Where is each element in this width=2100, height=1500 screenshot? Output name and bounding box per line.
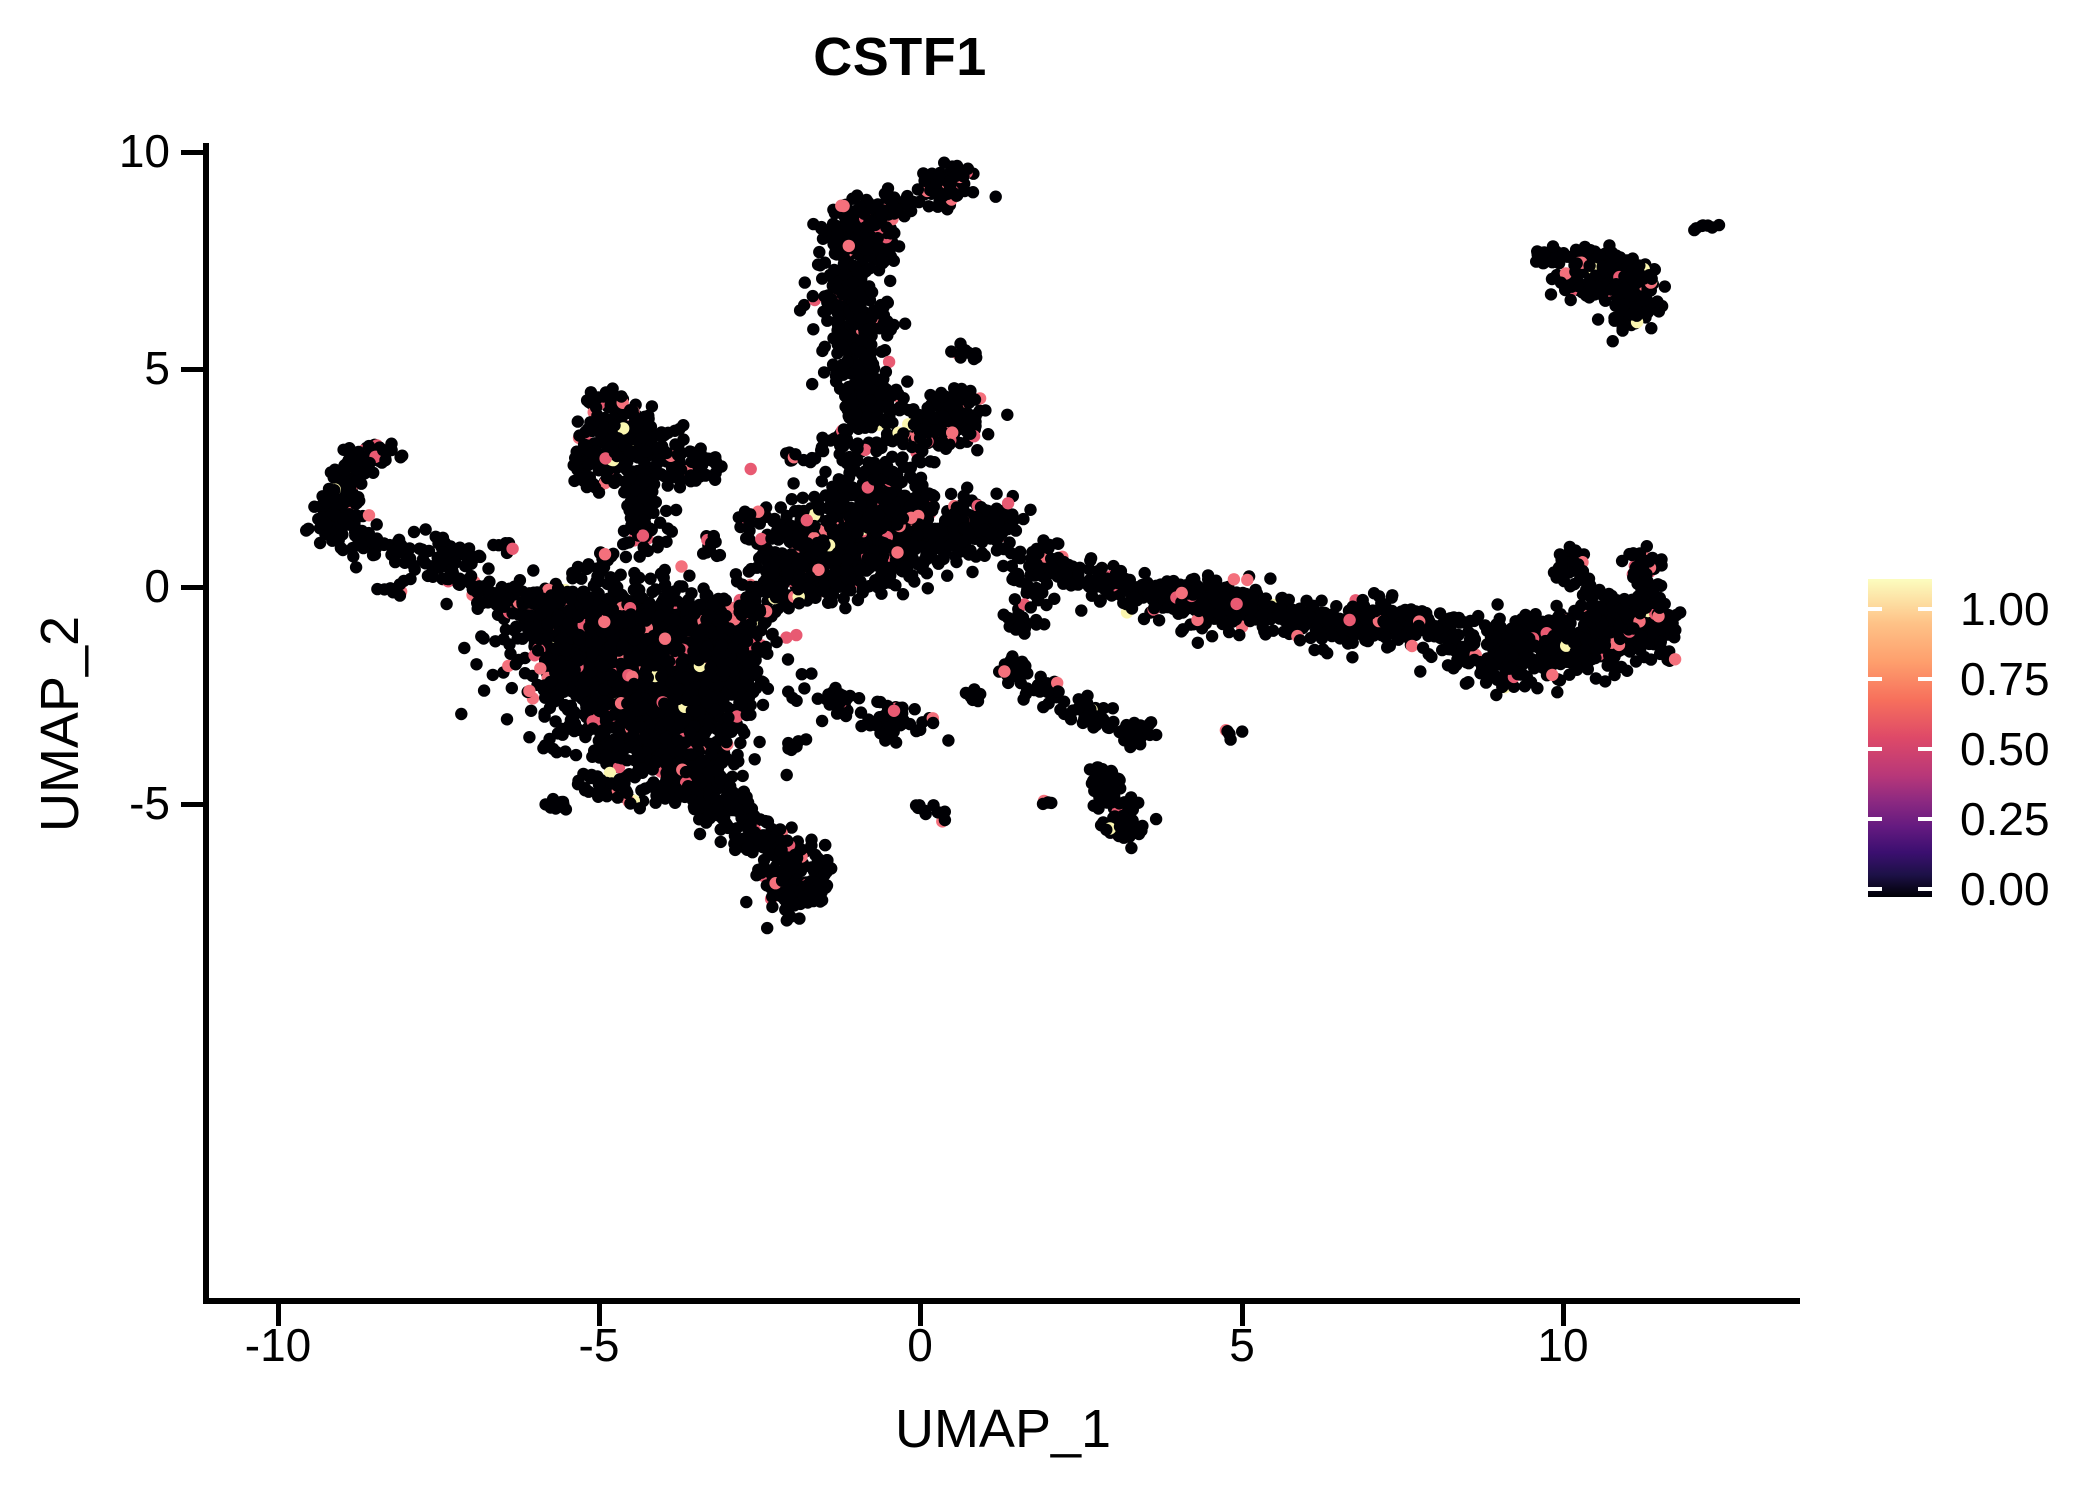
y-tick-label-5: 5 bbox=[144, 342, 170, 394]
colorbar-tick-000-left bbox=[1868, 887, 1882, 891]
page-title: CSTF1 bbox=[813, 27, 987, 87]
y-axis-title: UMAP_2 bbox=[30, 615, 90, 833]
colorbar-gradient bbox=[1868, 579, 1932, 897]
plot-panel bbox=[206, 143, 1800, 1301]
colorbar-tick-025-left bbox=[1868, 817, 1882, 821]
y-tick-label-neg5: -5 bbox=[129, 777, 170, 829]
y-tick-mark-10 bbox=[181, 150, 203, 155]
x-tick-label-neg10: -10 bbox=[244, 1319, 312, 1371]
colorbar-label-000: 0.00 bbox=[1960, 863, 2050, 915]
colorbar-tick-000-right bbox=[1918, 887, 1932, 891]
x-tick-mark-neg10 bbox=[276, 1304, 281, 1326]
colorbar-tick-025-right bbox=[1918, 817, 1932, 821]
x-tick-label-0: 0 bbox=[907, 1319, 933, 1371]
x-tick-label-10: 10 bbox=[1537, 1319, 1589, 1371]
x-axis-line bbox=[203, 1298, 1800, 1304]
colorbar-label-050: 0.50 bbox=[1960, 723, 2050, 775]
colorbar-tick-050-left bbox=[1868, 747, 1882, 751]
x-tick-mark-0 bbox=[918, 1304, 923, 1326]
colorbar-label-075: 0.75 bbox=[1960, 653, 2050, 705]
y-tick-label-0: 0 bbox=[144, 560, 170, 612]
colorbar-label-100: 1.00 bbox=[1960, 583, 2050, 635]
y-tick-label-10: 10 bbox=[118, 125, 170, 177]
y-tick-mark-0 bbox=[181, 585, 203, 590]
colorbar-tick-100-left bbox=[1868, 607, 1882, 611]
x-tick-label-5: 5 bbox=[1229, 1319, 1255, 1371]
y-tick-mark-5 bbox=[181, 367, 203, 372]
x-tick-label-neg5: -5 bbox=[578, 1319, 620, 1371]
y-axis-line bbox=[203, 143, 209, 1304]
y-tick-mark-neg5 bbox=[181, 802, 203, 807]
colorbar-legend: 1.00 0.75 0.50 0.25 0.00 bbox=[1868, 579, 2068, 912]
x-axis-title: UMAP_1 bbox=[894, 1399, 1112, 1459]
colorbar-tick-100-right bbox=[1918, 607, 1932, 611]
x-tick-mark-neg5 bbox=[597, 1304, 602, 1326]
colorbar-tick-075-left bbox=[1868, 677, 1882, 681]
scatter-svg bbox=[300, 156, 1726, 935]
x-tick-mark-5 bbox=[1240, 1304, 1245, 1326]
colorbar-tick-050-right bbox=[1918, 747, 1932, 751]
colorbar-label-025: 0.25 bbox=[1960, 793, 2050, 845]
scatter-points-layer bbox=[206, 143, 1800, 1301]
colorbar-tick-075-right bbox=[1918, 677, 1932, 681]
x-tick-mark-10 bbox=[1561, 1304, 1566, 1326]
